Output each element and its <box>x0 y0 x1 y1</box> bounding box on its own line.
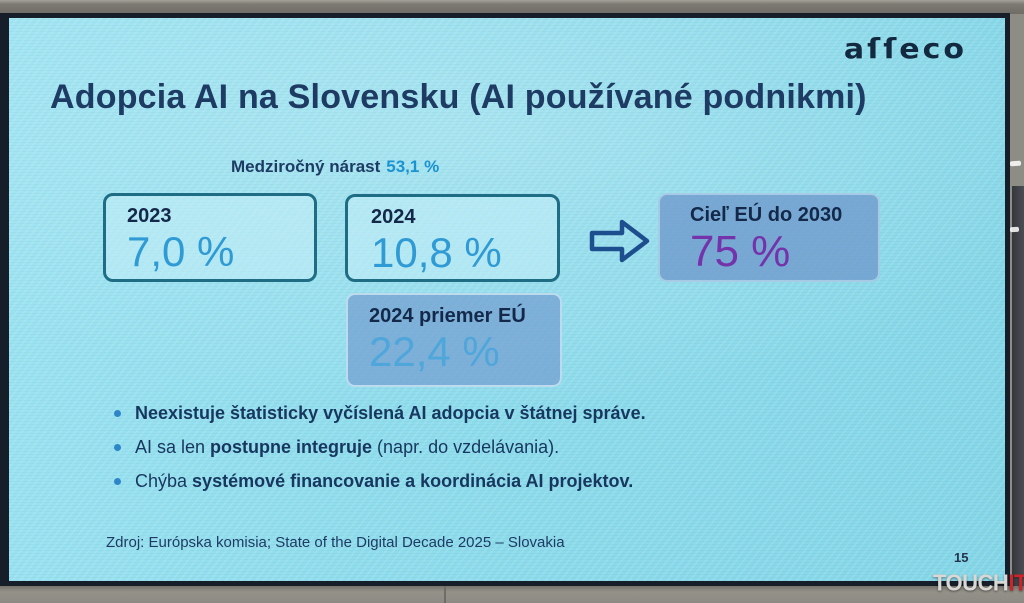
bullet-text-segment: Chýba <box>135 471 193 491</box>
slide-title: Adopcia AI na Slovensku (AI používané po… <box>50 78 867 116</box>
led-screen: aſſeco Adopcia AI na Slovensku (AI použí… <box>0 13 1010 586</box>
bullet-dot-icon <box>114 410 121 417</box>
presentation-slide: aſſeco Adopcia AI na Slovensku (AI použí… <box>9 18 1005 581</box>
growth-line: Medziročný nárast 53,1 % <box>231 157 439 177</box>
bullet-text-segment: Neexistuje štatisticky vyčíslená AI adop… <box>135 403 646 423</box>
wall-top-strip <box>0 0 1024 14</box>
stat-box-eu-average: 2024 priemer EÚ 22,4 % <box>346 293 562 387</box>
stat-box-value: 10,8 % <box>371 229 502 276</box>
growth-label: Medziročný nárast <box>231 157 381 176</box>
bullet-dot-icon <box>114 444 121 451</box>
stat-box-2024: 2024 10,8 % <box>345 194 560 282</box>
stat-box-value: 22,4 % <box>369 328 500 375</box>
arrow-right-icon <box>589 219 650 263</box>
stat-box-value: 75 % <box>690 227 791 276</box>
stat-box-eu-target: Cieľ EÚ do 2030 75 % <box>658 193 880 282</box>
list-item: Chýba systémové financovanie a koordinác… <box>100 470 800 492</box>
reflection-speck <box>1009 160 1022 167</box>
bullet-text-segment: systémové financovanie a koordinácia AI … <box>192 471 634 491</box>
growth-value: 53,1 % <box>386 157 440 176</box>
stat-box-year: 2023 <box>127 205 172 227</box>
bullet-text-segment: postupne integruje <box>210 437 373 457</box>
stat-box-2023: 2023 7,0 % <box>103 193 317 282</box>
bullet-text-segment: AI sa len <box>135 437 211 457</box>
stat-box-label: 2024 priemer EÚ <box>369 305 526 327</box>
asseco-logo: aſſeco <box>843 33 967 66</box>
page-number: 15 <box>954 550 969 565</box>
reflection-speck <box>1009 226 1020 233</box>
touchit-watermark: TOUCHIT <box>933 569 1024 596</box>
bullet-list: Neexistuje štatisticky vyčíslená AI adop… <box>100 402 800 504</box>
stat-box-value: 7,0 % <box>127 228 235 275</box>
wall-right-dark-band <box>1012 186 1024 586</box>
touchit-watermark-touch: TOUCH <box>933 569 1009 596</box>
list-item: AI sa len postupne integruje (napr. do v… <box>100 436 800 458</box>
list-item: Neexistuje štatisticky vyčíslená AI adop… <box>100 402 800 424</box>
bullet-dot-icon <box>114 478 121 485</box>
source-note: Zdroj: Európska komisia; State of the Di… <box>106 534 565 551</box>
stat-box-year: 2024 <box>371 206 416 228</box>
stat-box-label: Cieľ EÚ do 2030 <box>690 204 843 226</box>
wall-bottom-strip <box>0 586 1024 603</box>
bullet-text-segment: (napr. do vzdelávania). <box>372 437 560 457</box>
wall-seam <box>444 586 446 603</box>
touchit-watermark-it: IT <box>1008 569 1024 596</box>
